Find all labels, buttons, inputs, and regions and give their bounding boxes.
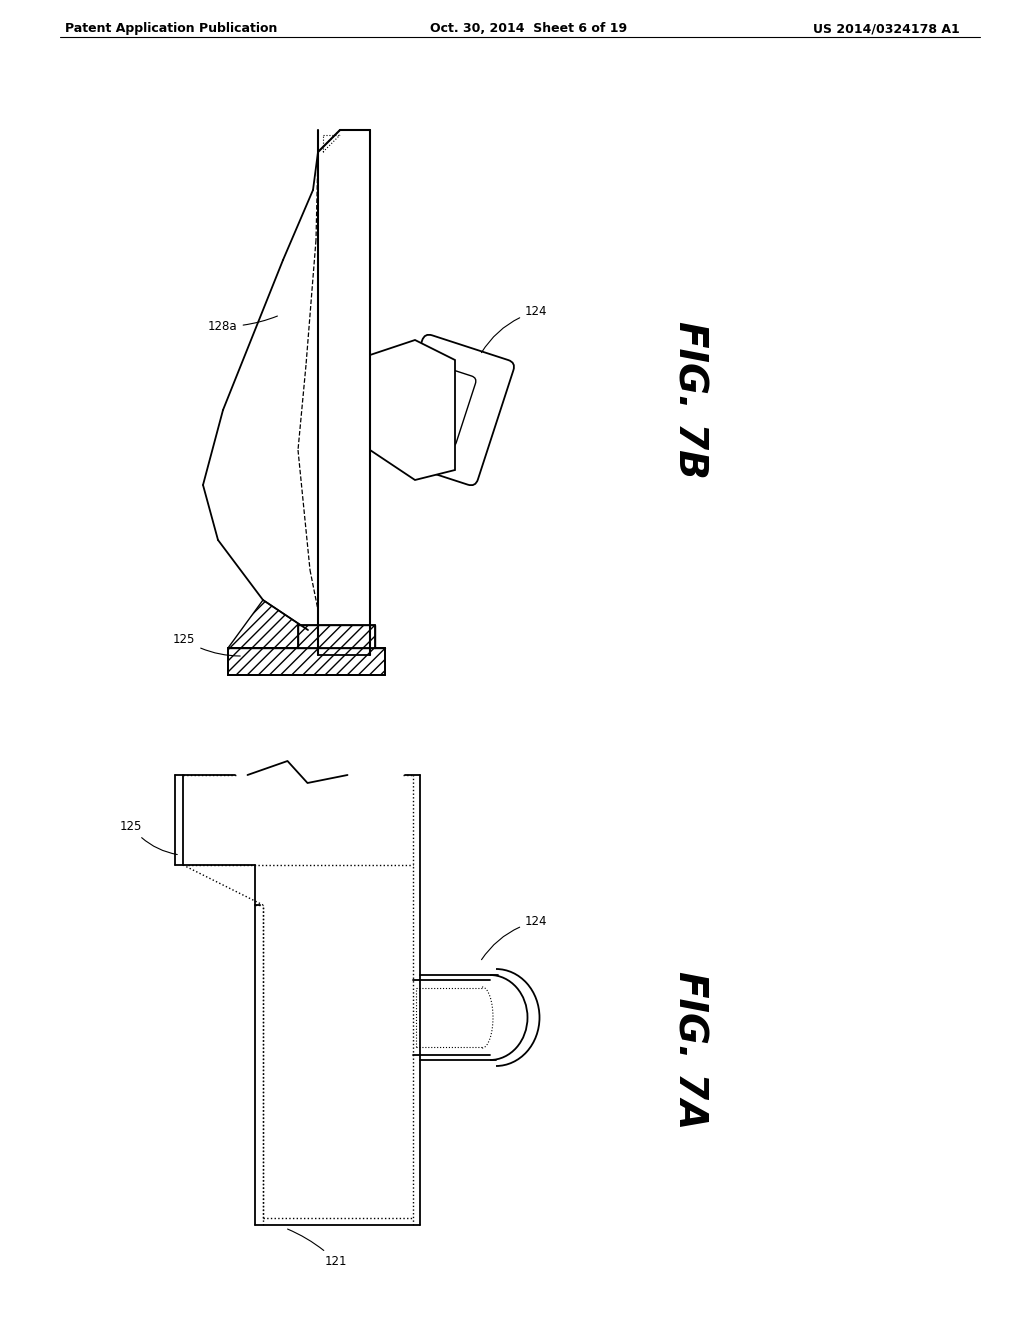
FancyBboxPatch shape (386, 335, 514, 486)
Text: 124: 124 (481, 915, 548, 960)
Text: 124: 124 (481, 305, 548, 352)
Text: US 2014/0324178 A1: US 2014/0324178 A1 (813, 22, 961, 36)
Text: 121: 121 (288, 1229, 347, 1269)
Text: Patent Application Publication: Patent Application Publication (65, 22, 278, 36)
FancyBboxPatch shape (418, 367, 476, 447)
Text: FIG. 7B: FIG. 7B (671, 321, 709, 479)
Text: 125: 125 (173, 634, 241, 656)
Text: FIG. 7A: FIG. 7A (671, 972, 709, 1129)
Polygon shape (298, 624, 375, 648)
Text: 128a: 128a (208, 315, 278, 333)
Text: 125: 125 (120, 820, 177, 854)
Text: Oct. 30, 2014  Sheet 6 of 19: Oct. 30, 2014 Sheet 6 of 19 (430, 22, 627, 36)
Polygon shape (370, 341, 455, 480)
